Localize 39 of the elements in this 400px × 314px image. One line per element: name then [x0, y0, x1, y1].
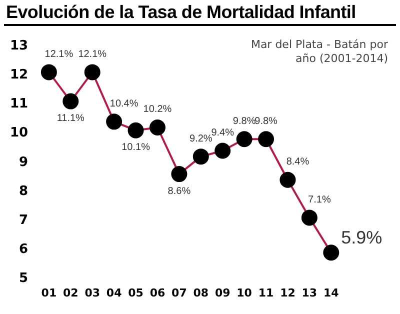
data-label: 9.8% — [254, 116, 278, 127]
chart-subtitle: Mar del Plata - Batán por año (2001-2014) — [250, 38, 388, 66]
x-tick-label: 03 — [84, 286, 100, 300]
data-label: 5.9% — [341, 228, 382, 248]
x-tick-label: 08 — [193, 286, 209, 300]
y-tick-label: 7 — [19, 212, 28, 228]
x-tick-label: 10 — [236, 286, 252, 300]
data-label: 11.1% — [56, 113, 85, 124]
data-label: 10.4% — [110, 98, 138, 110]
data-label: 8.4% — [286, 156, 310, 168]
y-tick-label: 5 — [19, 271, 28, 286]
x-tick-label: 05 — [128, 286, 144, 300]
y-tick-label: 12 — [10, 67, 28, 82]
data-label: 9.8% — [232, 116, 256, 127]
y-tick-label: 6 — [19, 242, 28, 258]
x-tick-label: 06 — [150, 286, 166, 300]
x-tick-label: 07 — [172, 286, 187, 300]
x-tick-label: 12 — [280, 286, 296, 300]
data-label: 12.1% — [44, 48, 74, 60]
x-tick-label: 04 — [106, 286, 122, 300]
data-label: 7.1% — [308, 194, 331, 206]
data-label: 8.6% — [168, 186, 191, 197]
y-tick-label: 9 — [19, 154, 28, 170]
x-tick-label: 09 — [214, 286, 230, 300]
x-tick-label: 01 — [41, 286, 57, 300]
data-label: 9.4% — [211, 128, 234, 139]
data-label: 10.1% — [122, 142, 150, 154]
data-label: 10.2% — [143, 104, 172, 116]
x-tick-label: 11 — [258, 286, 274, 300]
x-tick-label: 02 — [62, 286, 78, 300]
y-tick-label: 8 — [19, 184, 28, 199]
data-label: 9.2% — [190, 133, 212, 144]
x-tick-label: 13 — [302, 286, 318, 300]
data-label: 12.1% — [78, 48, 107, 60]
chart-title: Evolución de la Tasa de Mortalidad Infantil — [5, 1, 357, 24]
x-tick-label: 14 — [323, 286, 340, 300]
y-tick-label: 11 — [10, 96, 28, 112]
y-tick-label: 13 — [10, 38, 28, 54]
y-tick-label: 10 — [10, 126, 28, 141]
